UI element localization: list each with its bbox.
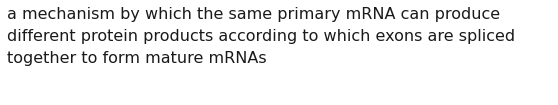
Text: a mechanism by which the same primary mRNA can produce
different protein product: a mechanism by which the same primary mR… [7, 7, 515, 66]
